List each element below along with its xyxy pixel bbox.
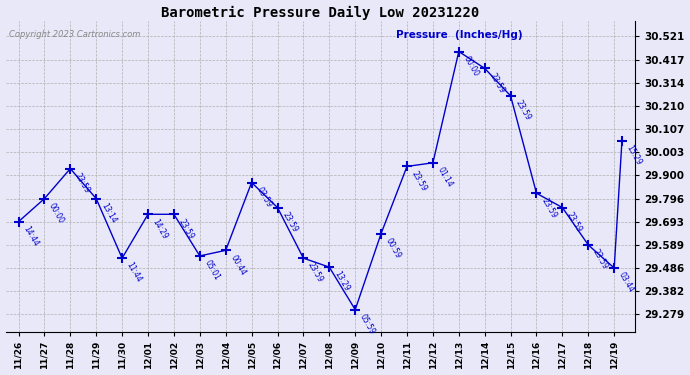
Text: 14:29: 14:29 [151,217,170,240]
Text: 13:14: 13:14 [99,201,118,225]
Text: Copyright 2023 Cartronics.com: Copyright 2023 Cartronics.com [9,30,140,39]
Text: 23:59: 23:59 [487,71,506,94]
Text: 23:59: 23:59 [540,196,558,219]
Text: 15:29: 15:29 [624,143,643,167]
Text: 00:00: 00:00 [47,201,66,225]
Text: 23:59: 23:59 [177,217,195,240]
Text: 23:59: 23:59 [73,171,92,195]
Text: 23:59: 23:59 [280,210,299,234]
Text: 01:14: 01:14 [435,166,454,189]
Text: Pressure  (Inches/Hg): Pressure (Inches/Hg) [396,30,522,40]
Text: 00:00: 00:00 [462,54,480,78]
Text: 03:59: 03:59 [255,185,273,209]
Text: 13:29: 13:29 [332,270,351,293]
Text: 03:44: 03:44 [617,271,635,294]
Text: 23:59: 23:59 [410,169,428,193]
Text: 23:59: 23:59 [306,261,325,284]
Text: 14:44: 14:44 [21,225,40,248]
Text: 00:59: 00:59 [384,236,403,260]
Text: 05:59: 05:59 [358,312,377,336]
Text: 23:59: 23:59 [513,99,532,122]
Text: 00:44: 00:44 [228,253,247,277]
Text: 23:59: 23:59 [591,248,610,271]
Title: Barometric Pressure Daily Low 20231220: Barometric Pressure Daily Low 20231220 [161,6,480,20]
Text: 23:59: 23:59 [565,210,584,234]
Text: 11:44: 11:44 [125,261,144,284]
Text: 05:01: 05:01 [203,259,221,282]
